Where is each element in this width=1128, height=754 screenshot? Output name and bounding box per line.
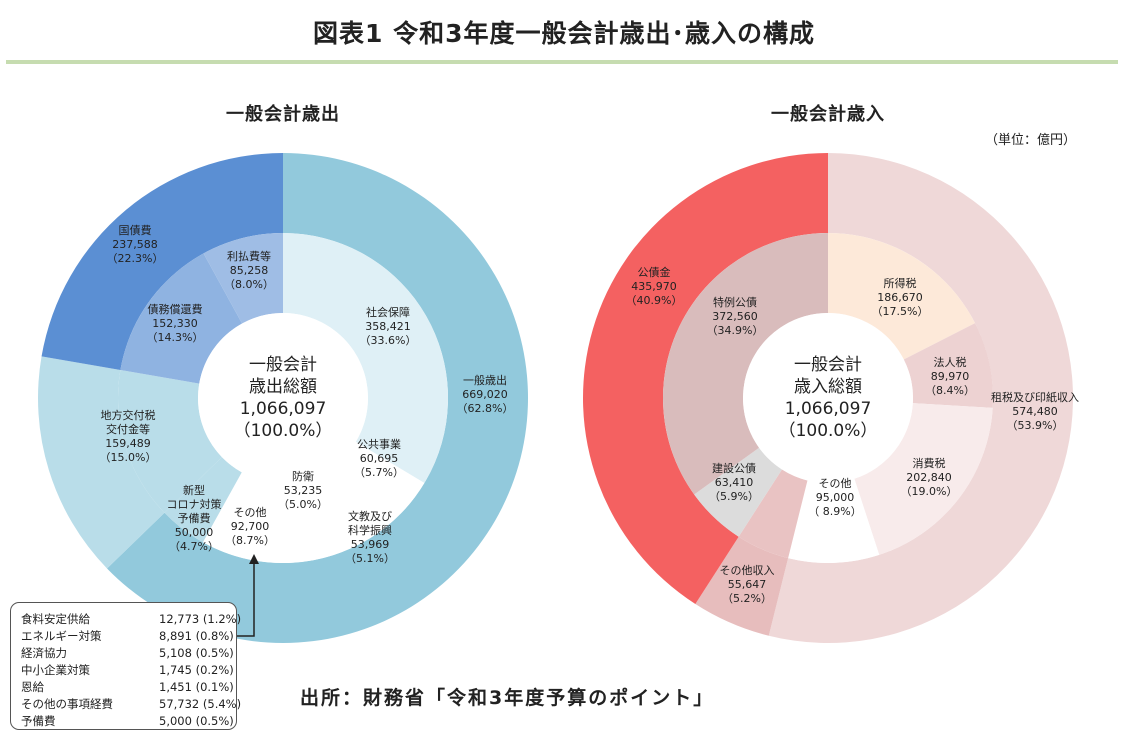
label-tax-revenue: 租税及び印紙収入 574,480 （53.9%）	[991, 390, 1079, 432]
revenue-inner-slice-2	[854, 403, 993, 555]
note-row: エネルギー対策 8,891 (0.8%)	[21, 629, 234, 643]
note-arrow	[236, 562, 255, 637]
expenditure-chart-title: 一般会計歳出	[226, 104, 340, 125]
label-public-works: 公共事業 60,695 （5.7%）	[354, 438, 404, 479]
revenue-inner-slice-6	[663, 233, 828, 495]
source-note: 出所：財務省「令和3年度予算のポイント」	[300, 687, 715, 709]
expenditure-inner-slice-5	[164, 457, 242, 543]
label-defense: 防衛 53,235 （5.0%）	[278, 469, 328, 511]
note-row: 経済協力 5,108 (0.5%)	[21, 646, 234, 660]
expenditure-inner-slice-3	[286, 477, 341, 563]
label-corporate-tax: 法人税 89,970 （8.4%）	[925, 355, 975, 397]
expenditure-inner-slice-8	[203, 233, 283, 324]
revenue-center-label: 一般会計歳入総額 1,066,097 （100.0%）	[779, 355, 878, 441]
other-expenses-breakdown: 食料安定供給 12,773 (1.2%) エネルギー対策 8,891 (0.8%) …	[10, 602, 242, 730]
label-government-bonds: 公債金 435,970 （40.9%）	[626, 265, 683, 307]
expenditure-outer-slice-0	[107, 153, 529, 643]
page-title: 図表1 令和3年度一般会計歳出･歳入の構成	[313, 19, 815, 48]
label-interest-payments: 利払費等 85,258 （8.0%）	[224, 249, 274, 291]
label-social-security: 社会保障 358,421 （33.6%）	[360, 305, 417, 347]
label-local-allocation: 地方交付税交付金等 159,489 （15.0%）	[100, 408, 157, 464]
label-covid-reserve: 新型コロナ対策予備費 50,000 （4.7%）	[167, 483, 222, 553]
expenditure-outer-slice-2	[41, 153, 283, 370]
label-debt-service: 国債費 237,588 （22.3%）	[107, 223, 164, 265]
label-consumption-tax: 消費税 202,840 （19.0%）	[901, 456, 958, 498]
expenditure-inner-slice-0	[283, 233, 448, 484]
revenue-outer-slice-0	[768, 153, 1074, 643]
unit-note: （単位：億円）	[985, 133, 1077, 148]
label-special-bonds: 特例公債 372,560 （34.9%）	[707, 295, 764, 337]
label-general-expenditure: 一般歳出 669,020 （62.8%）	[457, 373, 514, 415]
expenditure-inner-slice-4	[202, 472, 290, 563]
revenue-inner-slice-5	[694, 447, 782, 537]
revenue-inner-slice-3	[788, 478, 880, 564]
label-other-revenue: その他収入 55,647 （5.2%）	[720, 564, 775, 605]
expenditure-center-hole	[198, 313, 368, 483]
label-other-expenditure: その他 92,700 （8.7%）	[225, 506, 275, 547]
revenue-inner-slice-0	[828, 233, 976, 360]
revenue-center-hole	[743, 313, 913, 483]
expenditure-center-label: 一般会計歳出総額 1,066,097 （100.0%）	[234, 355, 333, 441]
note-row: その他の事項経費 57,732 (5.4%)	[21, 697, 242, 711]
revenue-chart-title: 一般会計歳入	[771, 104, 885, 125]
expenditure-inner-slice-7	[120, 253, 243, 384]
label-income-tax: 所得税 186,670 （17.5%）	[872, 276, 929, 318]
label-construction-bonds: 建設公債 63,410 （5.9%）	[709, 461, 759, 503]
label-education-science: 文教及び科学振興 53,969 （5.1%）	[345, 509, 395, 565]
note-arrow-head	[249, 554, 259, 564]
revenue-outer-slice-1	[695, 536, 789, 636]
revenue-inner-slice-4	[738, 469, 808, 559]
note-row: 恩給 1,451 (0.1%)	[21, 680, 234, 694]
note-row: 予備費 5,000 (0.5%)	[21, 714, 234, 728]
expenditure-inner-slice-6	[118, 369, 222, 513]
expenditure-inner-slice-1	[335, 441, 425, 528]
expenditure-inner-slice-2	[312, 464, 386, 553]
revenue-outer-slice-2	[583, 153, 828, 604]
revenue-inner-slice-1	[903, 323, 993, 408]
label-debt-redemption: 債務償還費 152,330 （14.3%）	[147, 302, 204, 344]
label-other-tax: その他 95,000 （ 8.9%）	[808, 477, 861, 518]
title-divider	[6, 60, 1118, 64]
note-row: 食料安定供給 12,773 (1.2%)	[21, 612, 242, 626]
expenditure-outer-slice-1	[37, 356, 165, 569]
note-row: 中小企業対策 1,745 (0.2%)	[21, 663, 234, 677]
